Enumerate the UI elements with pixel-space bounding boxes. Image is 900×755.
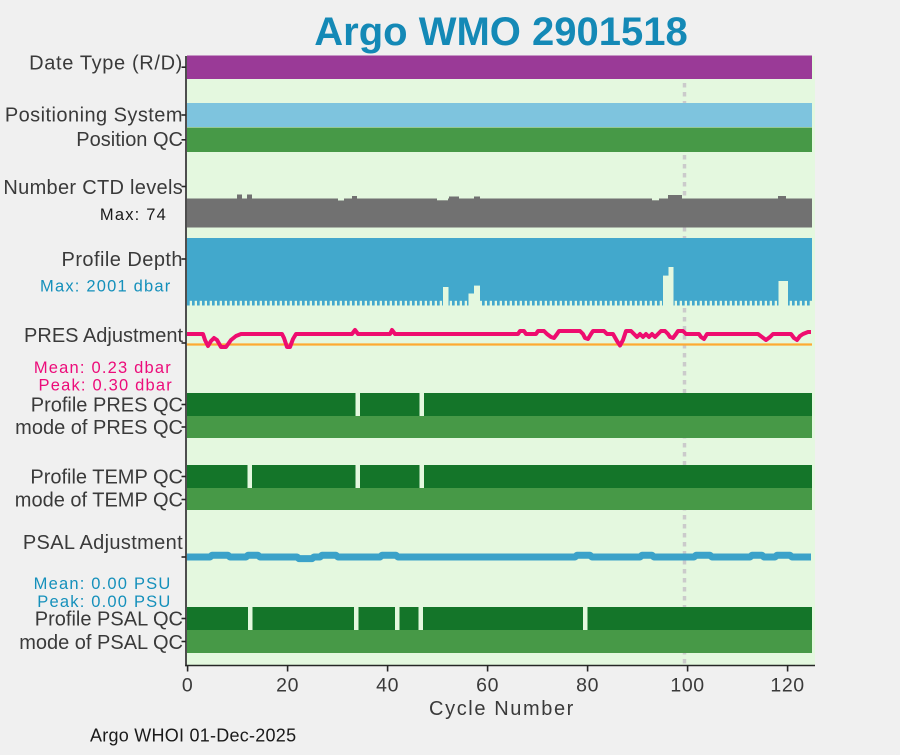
svg-text:Profile PRES QC: Profile PRES QC bbox=[31, 395, 183, 417]
svg-text:Profile Depth: Profile Depth bbox=[62, 249, 183, 271]
svg-text:20: 20 bbox=[276, 675, 299, 697]
svg-text:Max: 74: Max: 74 bbox=[100, 206, 167, 224]
svg-text:Peak: 0.30 dbar: Peak: 0.30 dbar bbox=[39, 377, 174, 395]
svg-text:Mean: 0.00 PSU: Mean: 0.00 PSU bbox=[34, 575, 172, 593]
svg-text:Profile PSAL QC: Profile PSAL QC bbox=[35, 609, 183, 631]
svg-text:PSAL Adjustment: PSAL Adjustment bbox=[23, 532, 183, 554]
svg-text:Peak: 0.00 PSU: Peak: 0.00 PSU bbox=[37, 593, 171, 611]
svg-text:0: 0 bbox=[182, 675, 193, 697]
svg-text:Cycle Number: Cycle Number bbox=[429, 698, 575, 720]
svg-text:mode of TEMP QC: mode of TEMP QC bbox=[15, 490, 183, 512]
svg-text:40: 40 bbox=[376, 675, 399, 697]
svg-text:120: 120 bbox=[770, 675, 804, 697]
svg-text:Argo WHOI 01-Dec-2025: Argo WHOI 01-Dec-2025 bbox=[90, 726, 296, 746]
svg-text:Mean: 0.23 dbar: Mean: 0.23 dbar bbox=[34, 359, 172, 377]
svg-text:Position QC: Position QC bbox=[76, 129, 183, 151]
svg-text:mode of PRES QC: mode of PRES QC bbox=[15, 417, 183, 439]
svg-text:Profile TEMP QC: Profile TEMP QC bbox=[30, 467, 183, 489]
svg-text:Date Type (R/D): Date Type (R/D) bbox=[29, 53, 183, 75]
svg-text:Positioning System: Positioning System bbox=[5, 105, 183, 127]
svg-text:Argo WMO 2901518: Argo WMO 2901518 bbox=[314, 10, 687, 54]
svg-text:Number CTD levels: Number CTD levels bbox=[3, 177, 183, 199]
svg-text:80: 80 bbox=[576, 675, 599, 697]
svg-text:PRES Adjustment: PRES Adjustment bbox=[24, 325, 183, 347]
svg-text:60: 60 bbox=[476, 675, 499, 697]
svg-text:Max: 2001 dbar: Max: 2001 dbar bbox=[40, 277, 171, 295]
svg-text:mode of PSAL QC: mode of PSAL QC bbox=[19, 632, 183, 654]
svg-text:100: 100 bbox=[670, 675, 704, 697]
